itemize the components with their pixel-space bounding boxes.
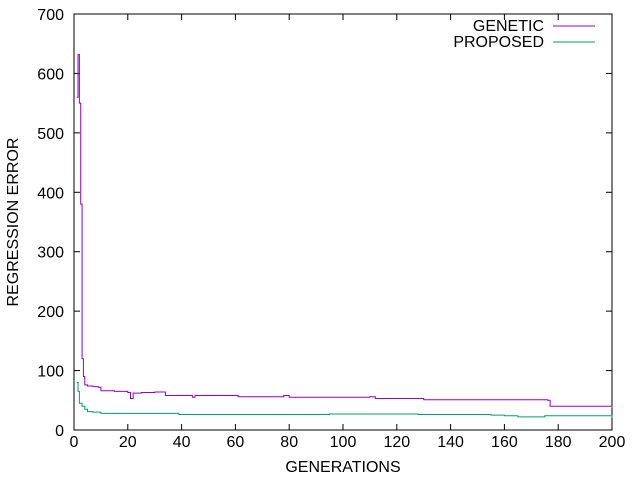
series-layer <box>76 53 613 418</box>
y-tick-label: 0 <box>55 423 64 440</box>
y-tick-label: 700 <box>37 7 64 24</box>
x-tick-label: 60 <box>227 434 245 451</box>
legend-label: PROPOSED <box>453 34 544 51</box>
x-axis: 0 20 40 60 80 100 120 140 160 180 200 <box>70 14 626 451</box>
x-tick-label: 140 <box>437 434 464 451</box>
x-tick-label: 80 <box>280 434 298 451</box>
y-tick-label: 600 <box>37 66 64 83</box>
series-line-proposed <box>76 381 613 418</box>
x-tick-label: 0 <box>70 434 79 451</box>
x-tick-label: 100 <box>330 434 357 451</box>
y-tick-label: 300 <box>37 245 64 262</box>
x-tick-label: 200 <box>599 434 626 451</box>
y-tick-label: 400 <box>37 185 64 202</box>
y-tick-label: 100 <box>37 364 64 381</box>
y-axis: 0 100 200 300 400 500 600 700 <box>37 7 612 440</box>
plot-frame <box>73 13 613 431</box>
y-tick-label: 500 <box>37 126 64 143</box>
y-tick-label: 200 <box>37 304 64 321</box>
x-axis-label: GENERATIONS <box>285 459 400 476</box>
y-axis-label: REGRESSION ERROR <box>5 138 22 307</box>
x-tick-label: 20 <box>119 434 137 451</box>
x-tick-label: 120 <box>383 434 410 451</box>
x-tick-label: 180 <box>545 434 572 451</box>
legend-label: GENETIC <box>473 18 544 35</box>
series-line-genetic <box>76 53 613 409</box>
x-tick-label: 40 <box>173 434 191 451</box>
x-tick-label: 160 <box>491 434 518 451</box>
